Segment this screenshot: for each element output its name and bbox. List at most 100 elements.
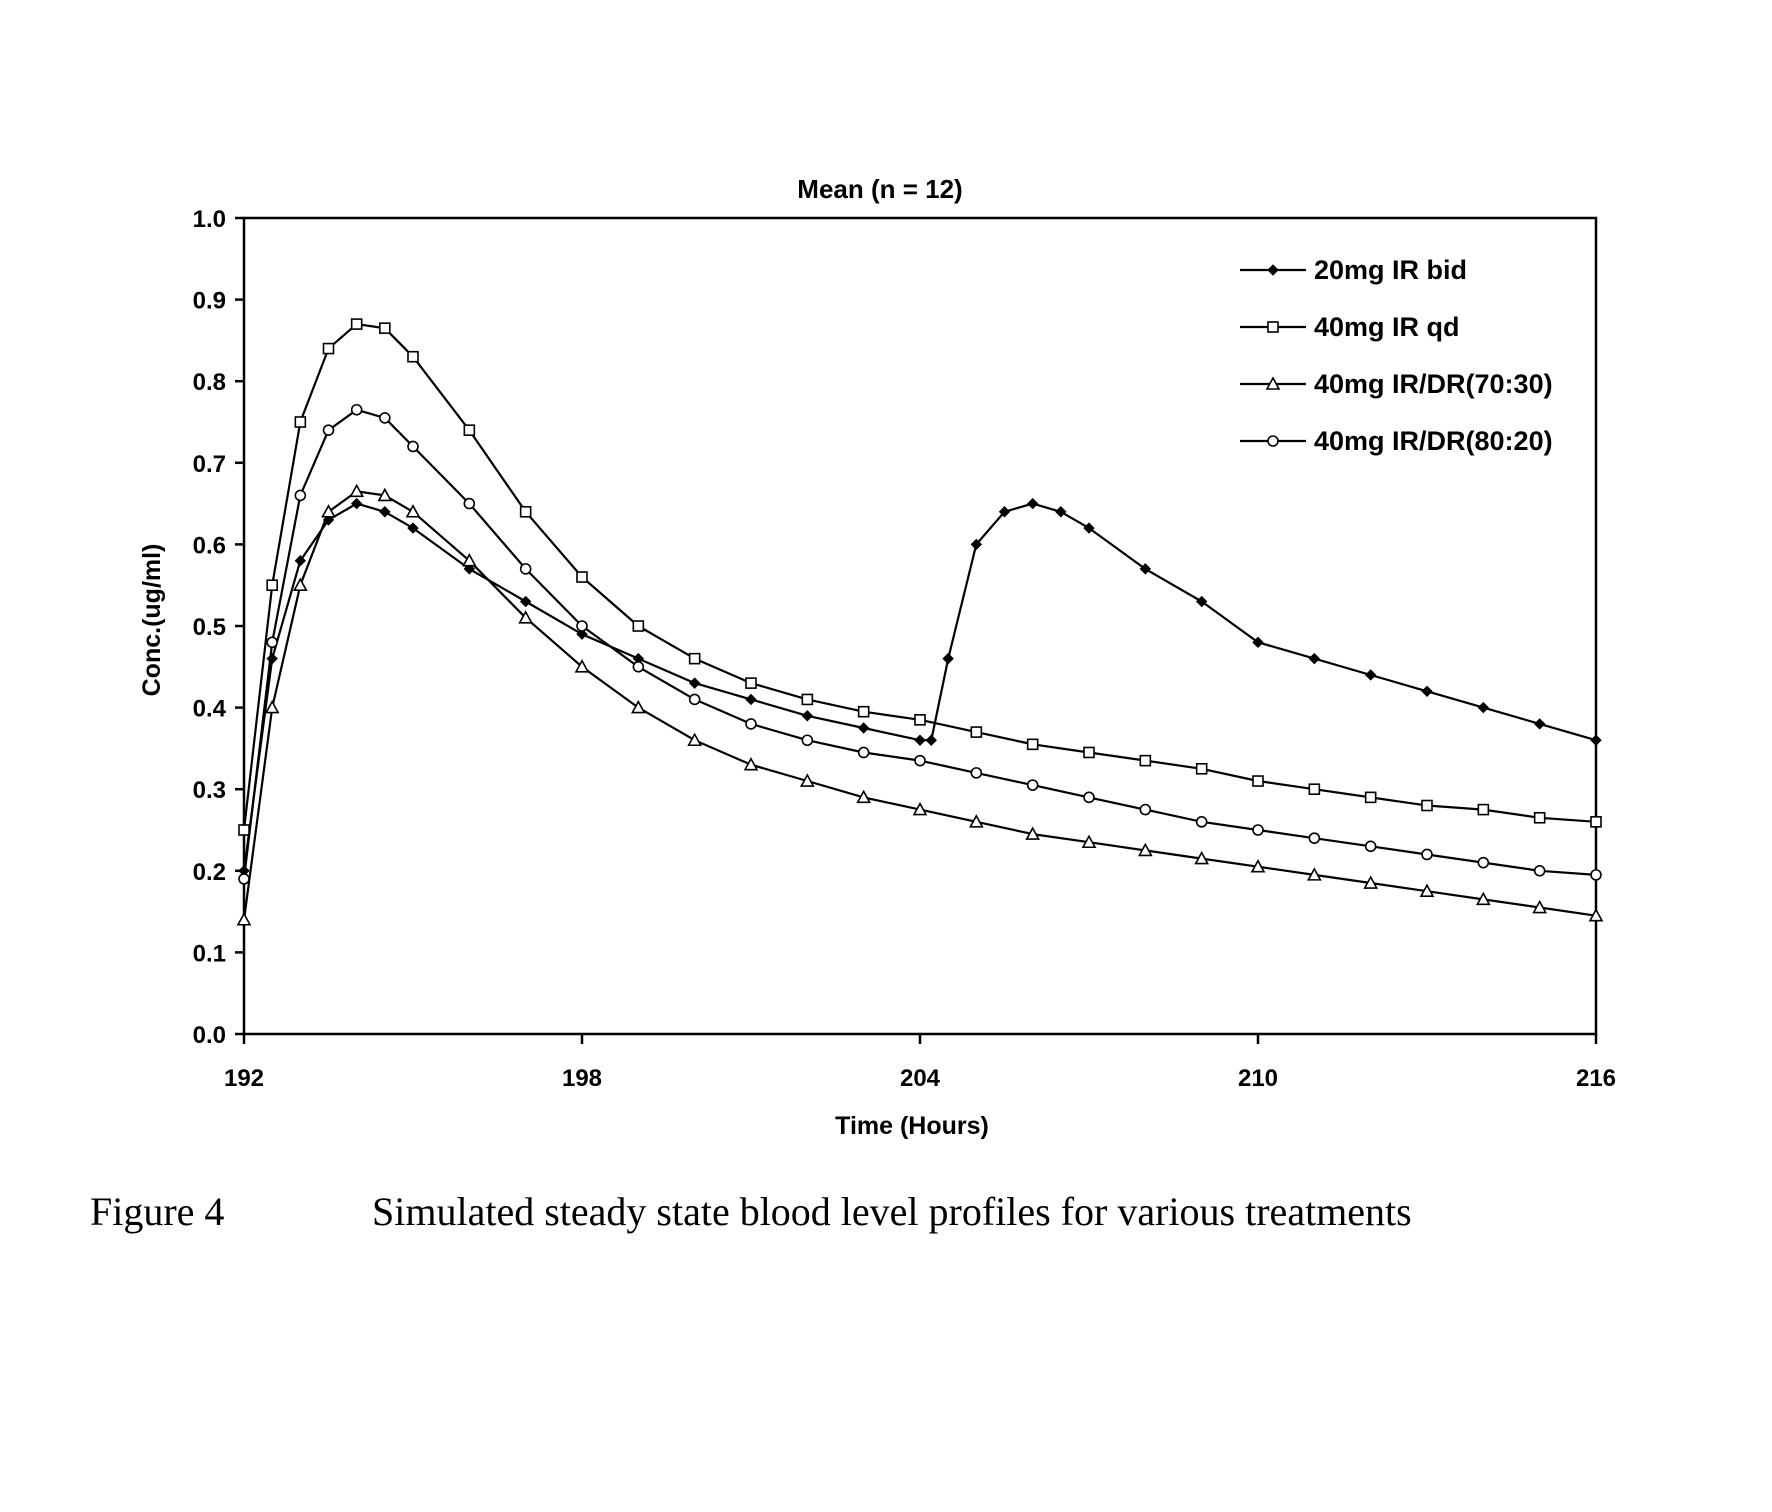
data-point-20mg-ir-bid [802, 711, 812, 721]
y-tick-label: 0.4 [193, 696, 227, 723]
series-line-40mg-ir-qd [244, 324, 1596, 830]
data-point-40mg-ir-qd [1309, 784, 1319, 794]
chart-title: Mean (n = 12) [797, 174, 962, 204]
data-point-40mg-ir-dr-70-30 [351, 485, 363, 496]
data-point-40mg-ir-dr-80-20 [971, 768, 981, 778]
data-point-40mg-ir-dr-70-30 [745, 759, 757, 770]
legend-marker-20mg-ir-bid [1268, 265, 1278, 275]
data-point-20mg-ir-bid [1028, 499, 1038, 509]
x-tick-label: 192 [224, 1065, 264, 1092]
data-point-40mg-ir-dr-80-20 [1422, 849, 1432, 859]
legend-marker-40mg-ir-dr-80-20 [1268, 436, 1278, 446]
x-tick-label: 210 [1238, 1065, 1278, 1092]
data-point-40mg-ir-dr-80-20 [1084, 792, 1094, 802]
data-point-20mg-ir-bid [352, 499, 362, 509]
data-point-20mg-ir-bid [380, 507, 390, 517]
data-point-40mg-ir-dr-70-30 [407, 506, 419, 517]
data-point-40mg-ir-qd [239, 825, 249, 835]
data-point-40mg-ir-qd [859, 707, 869, 717]
data-point-40mg-ir-dr-80-20 [802, 735, 812, 745]
y-tick-label: 0.3 [193, 777, 226, 804]
data-point-40mg-ir-dr-80-20 [746, 719, 756, 729]
y-tick-label: 0.8 [193, 369, 226, 396]
y-tick-label: 0.5 [193, 614, 226, 641]
data-point-20mg-ir-bid [521, 597, 531, 607]
data-point-40mg-ir-dr-80-20 [464, 499, 474, 509]
x-axis-label: Time (Hours) [835, 1112, 989, 1140]
figure-label: Figure 4 [90, 1189, 224, 1234]
data-point-40mg-ir-qd [267, 580, 277, 590]
data-point-40mg-ir-dr-80-20 [380, 413, 390, 423]
data-point-40mg-ir-qd [1140, 756, 1150, 766]
y-axis-label: Conc.(ug/ml) [138, 544, 166, 697]
data-point-40mg-ir-dr-80-20 [1366, 841, 1376, 851]
data-point-40mg-ir-qd [1028, 739, 1038, 749]
data-point-40mg-ir-dr-80-20 [633, 662, 643, 672]
data-point-40mg-ir-qd [380, 323, 390, 333]
data-point-20mg-ir-bid [1535, 719, 1545, 729]
data-point-40mg-ir-dr-70-30 [238, 914, 250, 925]
data-point-40mg-ir-qd [295, 417, 305, 427]
data-point-40mg-ir-qd [746, 678, 756, 688]
y-tick-label: 0.9 [193, 288, 226, 315]
data-point-40mg-ir-qd [577, 572, 587, 582]
data-point-40mg-ir-qd [971, 727, 981, 737]
x-tick-label: 216 [1576, 1065, 1616, 1092]
data-point-40mg-ir-dr-80-20 [1535, 866, 1545, 876]
data-point-40mg-ir-dr-80-20 [352, 405, 362, 415]
data-point-40mg-ir-qd [408, 352, 418, 362]
series-line-40mg-ir-dr-70-30 [244, 491, 1596, 919]
data-point-20mg-ir-bid [690, 678, 700, 688]
data-point-40mg-ir-dr-80-20 [1197, 817, 1207, 827]
chart: Mean (n = 12) 0.00.10.20.30.40.50.60.70.… [0, 0, 1772, 1512]
data-point-40mg-ir-dr-80-20 [690, 694, 700, 704]
data-point-40mg-ir-qd [1478, 805, 1488, 815]
y-tick-label: 0.2 [193, 859, 226, 886]
data-point-40mg-ir-dr-80-20 [267, 637, 277, 647]
data-point-20mg-ir-bid [915, 735, 925, 745]
y-tick-label: 0.0 [193, 1022, 226, 1049]
legend: 20mg IR bid40mg IR qd40mg IR/DR(70:30)40… [1240, 255, 1553, 456]
y-tick-label: 1.0 [193, 206, 226, 233]
data-point-40mg-ir-dr-80-20 [1028, 780, 1038, 790]
data-point-20mg-ir-bid [1591, 735, 1601, 745]
data-point-20mg-ir-bid [1478, 703, 1488, 713]
data-point-40mg-ir-dr-80-20 [408, 441, 418, 451]
y-tick-label: 0.6 [193, 532, 226, 559]
data-point-20mg-ir-bid [1422, 686, 1432, 696]
data-point-40mg-ir-dr-70-30 [294, 579, 306, 590]
data-point-40mg-ir-dr-80-20 [239, 874, 249, 884]
series-line-20mg-ir-bid [244, 504, 1596, 871]
data-point-40mg-ir-qd [1253, 776, 1263, 786]
data-point-40mg-ir-qd [1084, 747, 1094, 757]
data-point-20mg-ir-bid [926, 735, 936, 745]
x-tick-label: 198 [562, 1065, 602, 1092]
data-point-40mg-ir-dr-80-20 [1253, 825, 1263, 835]
data-point-40mg-ir-dr-80-20 [295, 490, 305, 500]
data-point-20mg-ir-bid [859, 723, 869, 733]
legend-label-40mg-ir-dr-70-30: 40mg IR/DR(70:30) [1314, 369, 1553, 399]
data-point-20mg-ir-bid [1366, 670, 1376, 680]
data-point-40mg-ir-dr-70-30 [689, 734, 701, 745]
data-point-40mg-ir-dr-80-20 [859, 747, 869, 757]
data-point-40mg-ir-qd [915, 715, 925, 725]
data-point-40mg-ir-qd [464, 425, 474, 435]
data-point-40mg-ir-qd [521, 507, 531, 517]
data-point-40mg-ir-qd [1535, 813, 1545, 823]
data-point-40mg-ir-dr-80-20 [577, 621, 587, 631]
x-tick-label: 204 [900, 1065, 941, 1092]
y-tick-label: 0.7 [193, 451, 226, 478]
data-point-40mg-ir-dr-80-20 [1591, 870, 1601, 880]
data-point-40mg-ir-qd [690, 654, 700, 664]
data-point-20mg-ir-bid [943, 654, 953, 664]
legend-label-40mg-ir-dr-80-20: 40mg IR/DR(80:20) [1314, 426, 1553, 456]
data-point-40mg-ir-dr-80-20 [1309, 833, 1319, 843]
data-point-20mg-ir-bid [1056, 507, 1066, 517]
figure-caption: Simulated steady state blood level profi… [372, 1189, 1412, 1234]
data-point-40mg-ir-qd [324, 344, 334, 354]
data-point-40mg-ir-qd [1197, 764, 1207, 774]
legend-label-40mg-ir-qd: 40mg IR qd [1314, 312, 1460, 342]
data-point-20mg-ir-bid [746, 694, 756, 704]
data-point-40mg-ir-qd [802, 694, 812, 704]
data-point-20mg-ir-bid [267, 654, 277, 664]
